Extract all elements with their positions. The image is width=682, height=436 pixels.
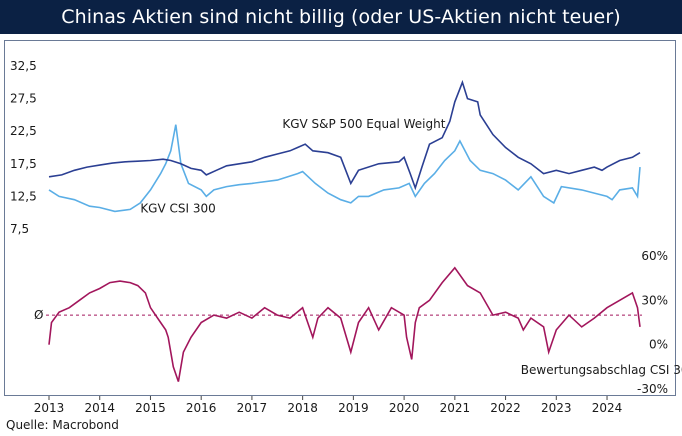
lower-y-tick-label: 60% xyxy=(641,249,668,263)
x-tick-label: 2022 xyxy=(490,401,521,415)
lower-y-tick-label: 30% xyxy=(641,293,668,307)
x-tick-label: 2024 xyxy=(592,401,623,415)
x-tick-label: 2020 xyxy=(389,401,420,415)
x-tick-label: 2016 xyxy=(186,401,217,415)
upper-y-tick-label: 27,5 xyxy=(10,92,37,106)
x-tick-label: 2013 xyxy=(34,401,65,415)
chart-frame xyxy=(4,40,676,396)
upper-y-tick-label: 17,5 xyxy=(10,157,37,171)
series-line-sp500-equal-weight xyxy=(48,79,641,191)
lower-y-tick-label: -30% xyxy=(637,382,668,396)
x-tick-label: 2014 xyxy=(84,401,115,415)
x-tick-label: 2023 xyxy=(541,401,572,415)
annotation-discount: Bewertungsabschlag CSI 300 vs. SPW xyxy=(521,363,682,377)
x-tick-label: 2015 xyxy=(135,401,166,415)
upper-y-tick-label: 12,5 xyxy=(10,189,37,203)
x-tick-label: 2018 xyxy=(287,401,318,415)
average-label: Ø xyxy=(34,308,43,322)
lower-y-tick-label: 0% xyxy=(649,338,668,352)
chart-title-text: Chinas Aktien sind nicht billig (oder US… xyxy=(61,6,621,28)
series-line-csi300 xyxy=(48,124,641,213)
chart-title: Chinas Aktien sind nicht billig (oder US… xyxy=(0,0,682,34)
source-note: Quelle: Macrobond xyxy=(6,418,119,432)
annotation-sp500: KGV S&P 500 Equal Weight xyxy=(282,117,445,131)
x-tick-label: 2017 xyxy=(237,401,268,415)
x-axis: 2013 2014 2015 2016 2017 2018 2019 2020 2021 2022… xyxy=(34,396,623,415)
annotation-csi300: KGV CSI 300 xyxy=(140,202,215,216)
upper-y-axis: 7,5 12,5 17,5 22,5 27,5 32,5 xyxy=(10,59,37,236)
lower-y-axis: 60% 30% 0% -30% xyxy=(637,249,668,396)
upper-y-tick-label: 32,5 xyxy=(10,59,37,73)
x-tick-label: 2021 xyxy=(440,401,471,415)
upper-y-tick-label: 7,5 xyxy=(10,222,29,236)
series-line-discount xyxy=(48,266,641,382)
x-tick-label: 2019 xyxy=(338,401,369,415)
upper-y-tick-label: 22,5 xyxy=(10,124,37,138)
